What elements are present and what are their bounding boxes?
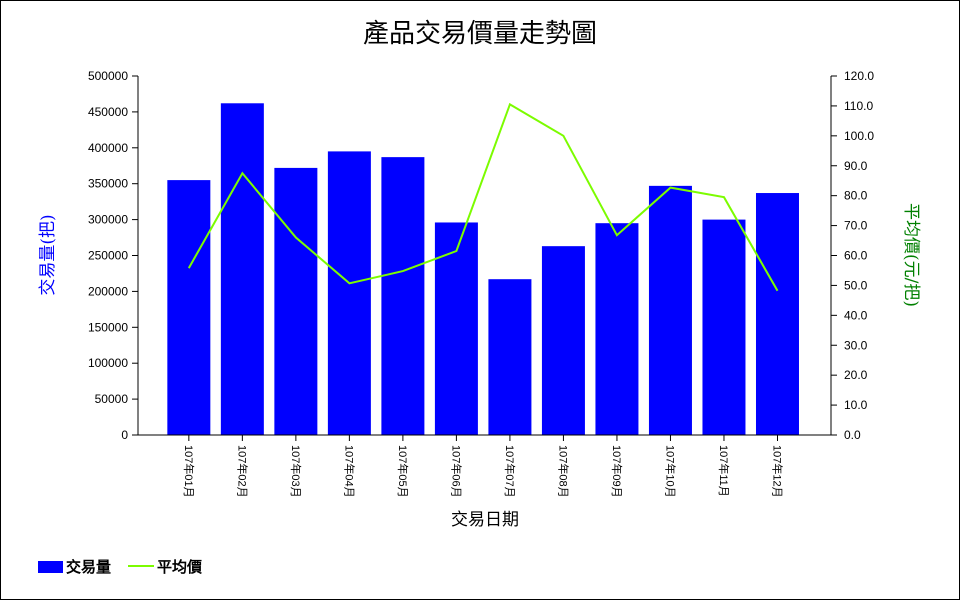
right-axis-tick-label: 100.0 — [844, 129, 874, 143]
right-axis-tick-label: 30.0 — [844, 338, 868, 352]
x-axis-tick-label: 107年04月 — [342, 445, 356, 498]
right-axis-tick-label: 40.0 — [844, 308, 868, 322]
right-axis-tick-label: 90.0 — [844, 159, 868, 173]
x-axis-tick-label: 107年02月 — [235, 445, 249, 498]
volume-bar — [220, 103, 264, 435]
volume-bar — [167, 180, 211, 435]
volume-bars — [167, 103, 799, 436]
legend: 交易量 平均價 — [38, 558, 203, 576]
x-axis-tick-label: 107年10月 — [663, 445, 677, 498]
left-axis-tick-label: 300000 — [88, 213, 128, 227]
x-axis-tick-label: 107年05月 — [396, 445, 410, 498]
left-axis-tick-label: 350000 — [88, 177, 128, 191]
legend-volume-label: 交易量 — [66, 558, 111, 576]
x-axis-tick-label: 107年12月 — [770, 445, 784, 498]
right-axis-label: 平均價(元/把) — [901, 203, 921, 307]
volume-bar — [648, 185, 692, 435]
left-axis-tick-label: 250000 — [88, 249, 128, 263]
chart-title: 產品交易價量走勢圖 — [363, 19, 597, 49]
x-axis-tick-label: 107年03月 — [289, 445, 303, 498]
right-axis-tick-label: 70.0 — [844, 219, 868, 233]
x-axis: 107年01月 107年02月 107年03月 107年04月 107年05月 107年0… — [138, 434, 831, 498]
right-axis-tick-label: 110.0 — [844, 99, 873, 113]
x-axis-tick-label: 107年06月 — [449, 445, 463, 498]
right-axis-tick-label: 10.0 — [844, 398, 868, 412]
volume-bar — [381, 157, 425, 435]
volume-bar — [274, 167, 318, 436]
x-axis-tick-label: 107年08月 — [556, 445, 570, 498]
volume-bar — [755, 193, 799, 435]
left-axis-tick-label: 500000 — [88, 69, 128, 83]
x-axis-tick-label: 107年09月 — [610, 445, 624, 498]
volume-bar — [327, 151, 371, 435]
right-axis-tick-label: 20.0 — [844, 368, 868, 382]
legend-price-label: 平均價 — [157, 558, 203, 576]
left-y-axis: 0 50000 100000 150000 200000 250000 300000 3500… — [88, 69, 139, 442]
x-axis-tick-label: 107年01月 — [182, 445, 196, 498]
volume-bar — [434, 222, 478, 435]
left-axis-tick-label: 100000 — [88, 356, 128, 370]
price-series-line — [187, 102, 779, 292]
volume-bar — [702, 219, 746, 435]
left-axis-tick-label: 400000 — [88, 141, 128, 155]
left-axis-tick-label: 150000 — [88, 320, 128, 334]
right-axis-tick-label: 50.0 — [844, 278, 868, 292]
volume-bar — [488, 279, 532, 435]
right-axis-tick-label: 0.0 — [844, 428, 861, 442]
x-axis-label: 交易日期 — [451, 510, 519, 530]
left-axis-label: 交易量(把) — [38, 214, 58, 295]
left-axis-tick-label: 450000 — [88, 105, 128, 119]
right-axis-tick-label: 120.0 — [844, 69, 874, 83]
volume-bar — [541, 246, 585, 435]
left-axis-tick-label: 200000 — [88, 284, 128, 298]
right-axis-tick-label: 60.0 — [844, 249, 868, 263]
left-axis-tick-label: 0 — [121, 428, 128, 442]
volume-bar — [595, 223, 639, 435]
x-axis-tick-label: 107年11月 — [717, 445, 731, 497]
legend-volume-swatch — [38, 561, 63, 573]
right-y-axis: 0.0 10.0 20.0 30.0 40.0 50.0 60.0 70.0 80.0 90.0 1… — [830, 69, 874, 442]
x-axis-tick-label: 107年07月 — [503, 445, 517, 498]
left-axis-tick-label: 50000 — [95, 392, 129, 406]
price-line — [187, 102, 779, 292]
right-axis-tick-label: 80.0 — [844, 189, 868, 203]
